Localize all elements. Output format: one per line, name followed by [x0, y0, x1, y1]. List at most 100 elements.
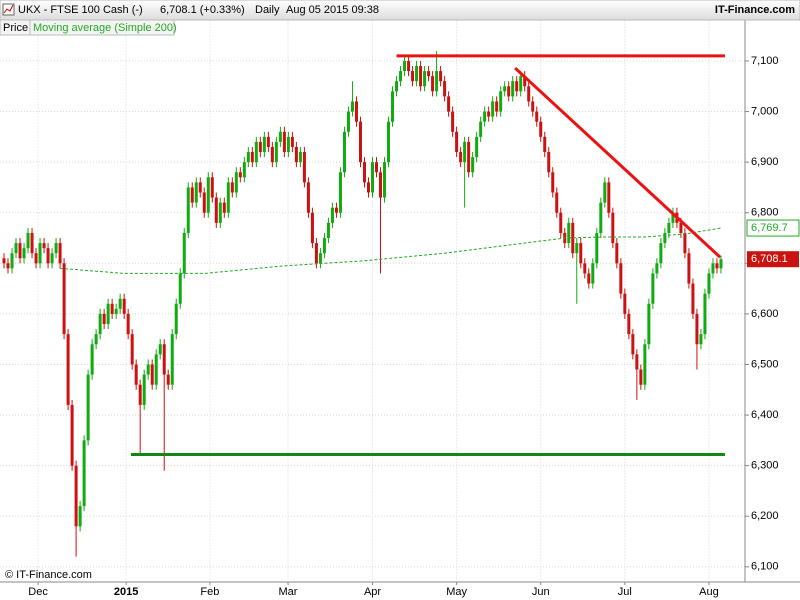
- x-tick-label: May: [446, 586, 467, 598]
- candle-body: [298, 152, 302, 163]
- candle-body: [527, 86, 531, 102]
- candle-body: [322, 238, 326, 254]
- header-bar: [0, 0, 800, 21]
- y-tick-label: 6,600: [751, 308, 779, 320]
- candle-body: [555, 192, 559, 213]
- candle-body: [282, 131, 286, 153]
- candle-body: [154, 354, 158, 385]
- x-tick-label: Aug: [699, 586, 719, 598]
- candle-body: [238, 172, 242, 178]
- candle-body: [146, 364, 150, 375]
- candle-body: [615, 243, 619, 264]
- candle-body: [102, 313, 106, 325]
- candle-body: [362, 162, 366, 183]
- candle-body: [206, 177, 210, 213]
- candle-body: [631, 334, 635, 355]
- candle-body: [447, 96, 451, 112]
- candle-body: [643, 344, 647, 385]
- candle-body: [82, 440, 86, 507]
- candle-body: [58, 243, 62, 264]
- candle-body: [54, 243, 58, 254]
- candle-body: [130, 334, 134, 365]
- candle-body: [483, 111, 487, 122]
- candle-body: [62, 263, 66, 335]
- candle-body: [443, 81, 447, 97]
- candle-body: [234, 172, 238, 193]
- candle-body: [170, 334, 174, 385]
- y-tick-label: 6,500: [751, 358, 779, 370]
- candle-body: [126, 313, 130, 335]
- candle-body: [110, 303, 114, 314]
- moving-average: [60, 227, 722, 274]
- plot-area: [0, 20, 745, 582]
- candle-body: [547, 152, 551, 173]
- last-price-box: [747, 251, 799, 268]
- y-tick-label: 6,300: [751, 460, 779, 472]
- candle-body: [338, 172, 342, 213]
- candle-body: [707, 273, 711, 294]
- candle-body: [182, 232, 186, 274]
- candle-body: [651, 273, 655, 304]
- candle-body: [30, 232, 34, 254]
- candle-body: [158, 344, 162, 355]
- candle-body: [66, 334, 70, 405]
- candle-body: [595, 232, 599, 264]
- x-tick-label: Feb: [200, 586, 219, 598]
- candle-body: [306, 182, 310, 213]
- candle-body: [26, 232, 30, 249]
- trendline: [514, 66, 722, 259]
- candle-body: [10, 253, 14, 269]
- candle-body: [34, 253, 38, 264]
- legend-entry: Price: [3, 22, 28, 34]
- candle-body: [551, 172, 555, 193]
- candle-body: [591, 263, 595, 284]
- candle-body: [599, 202, 603, 233]
- candle-body: [50, 253, 54, 264]
- candle-body: [619, 263, 623, 294]
- candle-body: [567, 222, 571, 244]
- candle-body: [218, 202, 222, 223]
- candle-body: [114, 308, 118, 314]
- candle-body: [683, 232, 687, 254]
- candle-body: [539, 121, 543, 137]
- candle-body: [711, 263, 715, 274]
- candle-body: [278, 131, 282, 142]
- candle-body: [503, 86, 507, 92]
- candle-body: [122, 298, 126, 314]
- candle-body: [294, 146, 298, 163]
- candle-body: [499, 91, 503, 112]
- candle-body: [459, 152, 463, 163]
- candle-body: [495, 101, 499, 112]
- brand: IT-Finance.com: [715, 4, 795, 16]
- candle-body: [579, 243, 583, 264]
- candle-body: [326, 222, 330, 239]
- legend-entry: Moving average (Simple 200): [33, 22, 177, 34]
- y-tick-label: 7,000: [751, 105, 779, 117]
- candle-body: [515, 81, 519, 92]
- candle-body: [334, 207, 338, 213]
- candle-body: [270, 146, 274, 163]
- candle-body: [639, 369, 643, 385]
- candle-body: [379, 172, 383, 198]
- candle-body: [635, 354, 639, 370]
- quote: 6,708.1 (+0.33%): [160, 4, 245, 16]
- candle-body: [375, 162, 379, 173]
- candle-body: [439, 71, 443, 82]
- candle-body: [286, 136, 290, 153]
- candle-body: [166, 374, 170, 385]
- candle-body: [42, 243, 46, 249]
- candle-body: [467, 141, 471, 173]
- candle-body: [695, 313, 699, 345]
- candle-body: [250, 152, 254, 163]
- candle-body: [74, 465, 78, 527]
- legend-box: [29, 19, 175, 36]
- candle-body: [679, 222, 683, 233]
- candle-body: [583, 263, 587, 274]
- candle-body: [210, 177, 214, 198]
- candle-body: [667, 222, 671, 233]
- candle-body: [543, 136, 547, 153]
- candle-body: [451, 111, 455, 132]
- candle-body: [719, 259, 723, 269]
- candle-body: [178, 273, 182, 304]
